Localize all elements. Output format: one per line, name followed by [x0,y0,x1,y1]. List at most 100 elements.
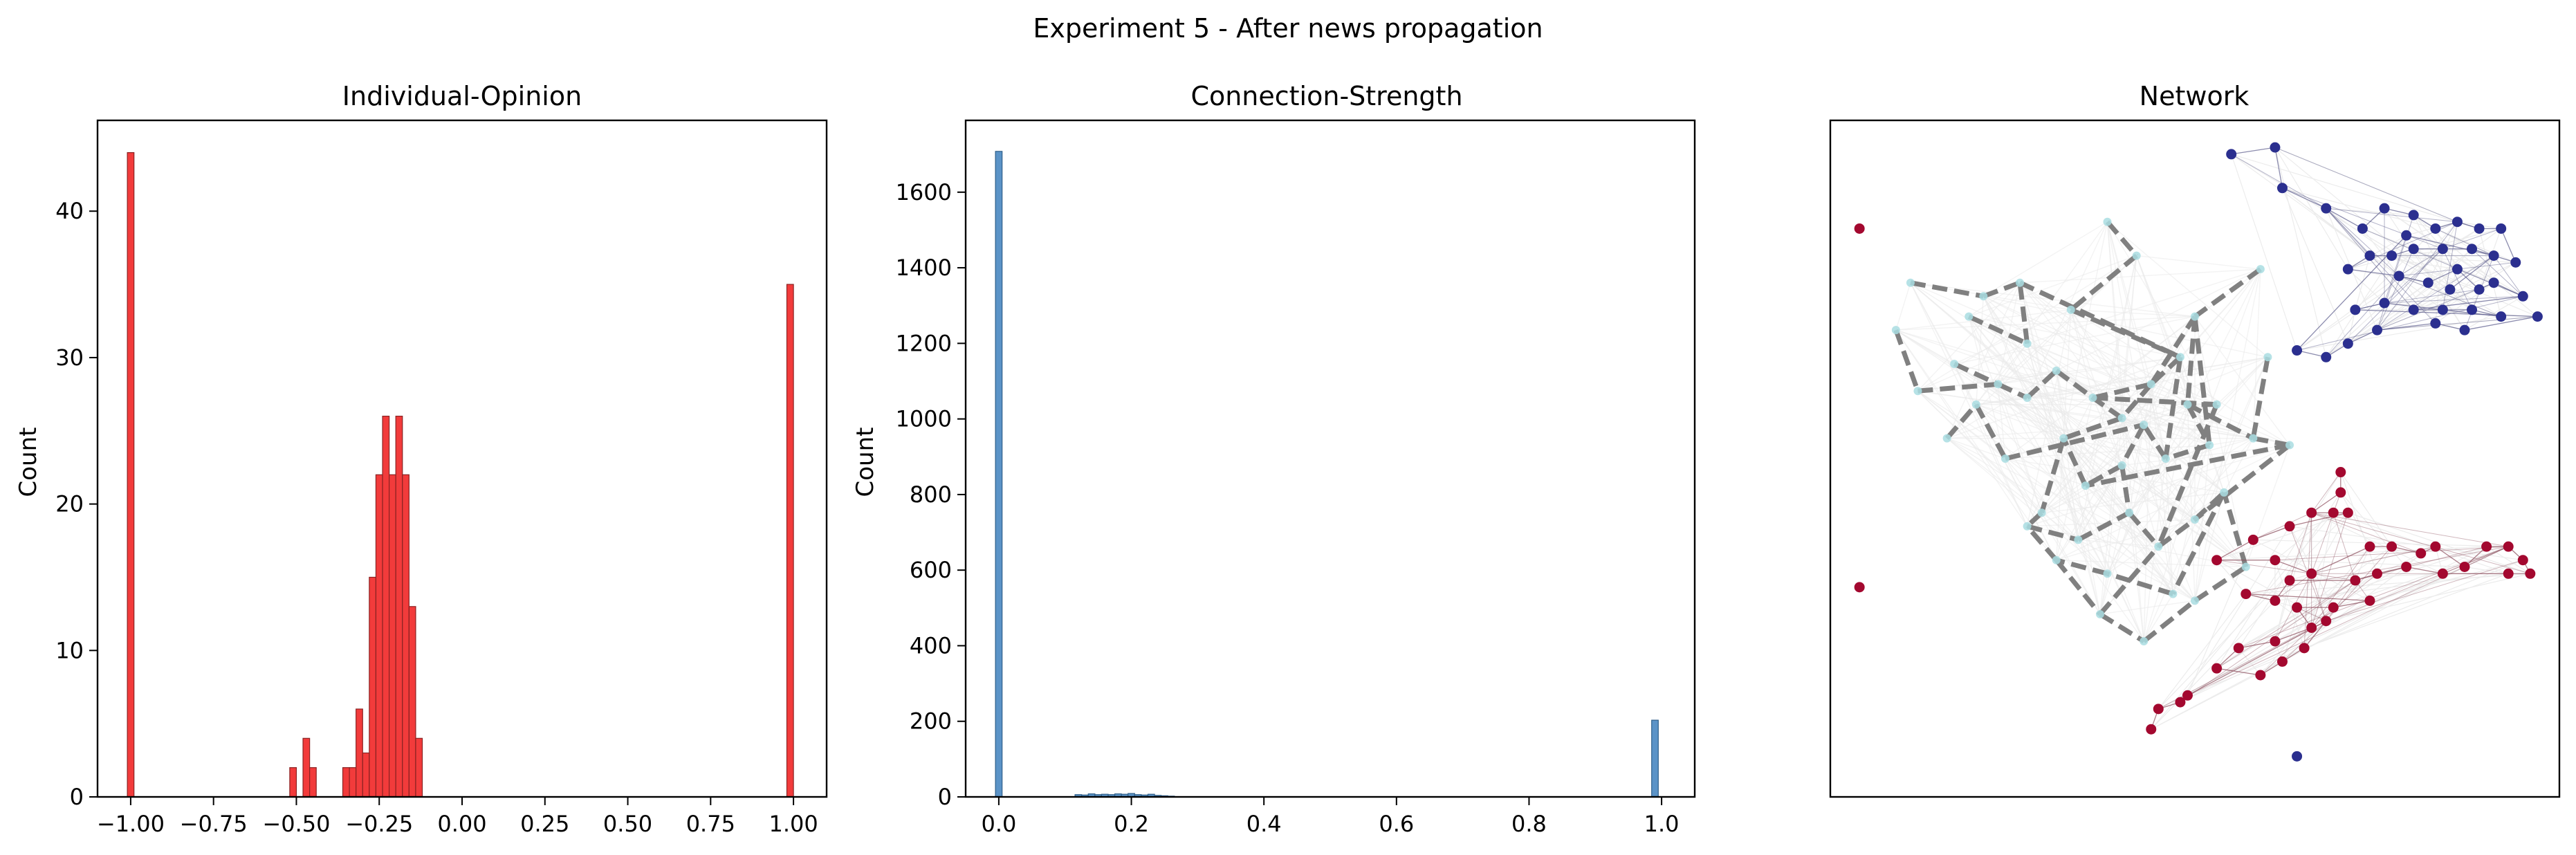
red-cluster-edge [2326,560,2523,622]
opinion-bar [375,474,383,798]
faint-edge [1917,390,2196,601]
faint-edge [2027,343,2210,446]
red-node [2284,575,2295,586]
opinion-ytick-label: 30 [55,344,84,371]
light-node [1906,278,1915,287]
faint-edge [2216,573,2377,669]
blue-cluster-edge [2347,248,2443,344]
faint-edge [1895,282,1911,331]
blue-cluster-edge [2464,315,2538,331]
opinion-histogram-ylabel: Count [15,428,42,497]
blue-cluster-edge [2231,147,2276,155]
faint-edge [2333,512,2509,574]
faint-edge [2005,458,2086,486]
red-cluster-edge [2274,560,2312,574]
light-node [2263,353,2272,362]
red-node [2255,670,2266,681]
faint-edge [2005,458,2101,615]
blue-cluster-edge [2442,248,2472,311]
light-node [1979,292,1988,301]
faint-edge [2274,147,2348,270]
red-node [2306,507,2317,518]
light-node [2212,400,2221,409]
faint-edge [2019,282,2188,405]
faint-edge [2165,458,2174,594]
faint-edge [2128,384,2152,513]
faint-edge [2297,546,2487,608]
faint-edge [2099,600,2196,615]
blue-cluster-edge [2384,289,2480,304]
opinion-bar [362,752,370,798]
opinion-bar [388,474,396,798]
faint-edge [2158,512,2348,710]
strength-ytick-label: 600 [910,557,952,583]
blue-cluster-edge [2384,235,2407,304]
faint-edge [2282,187,2436,230]
strength-ytick-label: 400 [910,632,952,659]
faint-edge [2085,255,2137,486]
red-node [2328,602,2339,613]
faint-edge [2274,600,2312,628]
light-node [1942,434,1951,443]
faint-edge [1982,221,2108,297]
red-node [2306,568,2317,579]
faint-edge [2340,472,2378,574]
faint-edge [1917,390,2108,574]
strength-ytick-label: 1200 [896,330,952,356]
light-node [2037,508,2046,517]
opinion-ytick-label: 40 [55,198,84,224]
faint-edge [2231,154,2501,318]
dashed-edge [1893,329,1920,392]
blue-node [2386,250,2398,261]
dashed-edge [1967,314,2029,346]
faint-edge [1895,329,2122,466]
faint-edge [1947,438,2043,513]
faint-edge [2085,485,2108,574]
dashed-edge [2193,443,2292,522]
red-node [2270,636,2281,647]
blue-node [2445,284,2456,295]
dashed-edge [2119,383,2153,420]
strength-xtick-label: 1.0 [1644,811,1680,837]
network-panel: Network [1829,81,2561,798]
red-node [2306,623,2317,633]
dashed-edge [1982,280,2021,299]
opinion-bar [356,708,363,798]
strength-ticks: 0.0 0.2 0.4 0.6 0.8 1.0 0 200 400 600 800 1000 1200 1… [896,179,1680,837]
faint-edge [2180,526,2290,703]
opinion-bar [402,474,410,798]
dashed-edge [2221,491,2249,568]
red-cluster-edge [2333,600,2371,608]
red-cluster-edge [2326,580,2356,622]
dashed-edge [1974,403,2008,460]
red-cluster-edge [2311,472,2342,513]
strength-ytick-label: 1600 [896,179,952,205]
faint-edge [2128,513,2144,642]
opinion-bar [415,737,423,798]
faint-edge [2143,357,2269,642]
light-node [2146,380,2155,389]
dashed-edge [2092,395,2217,407]
blue-node [2393,270,2404,282]
opinion-xtick-label: 1.00 [769,811,818,837]
red-node [2503,568,2514,579]
dashed-edge [2119,423,2146,467]
faint-edge [1976,296,1985,405]
opinion-bar [342,767,350,798]
opinion-xtick-label: 0.50 [603,811,652,837]
blue-node [2364,250,2375,261]
red-cluster-edge [2311,492,2342,513]
opinion-bar [309,767,317,798]
red-cluster-edge [2274,627,2312,642]
blue-cluster-edge [2282,187,2326,209]
strength-xtick-label: 0.4 [1246,811,1282,837]
opinion-ytick-label: 10 [55,637,84,663]
faint-edge [2274,512,2334,561]
blue-cluster-edge [2282,187,2443,250]
faint-edge [2106,268,2261,574]
red-node [2270,595,2281,606]
faint-edge [2027,526,2246,568]
strength-ytick-label: 800 [910,481,952,508]
blue-node [2292,345,2303,356]
faint-edge [2121,418,2159,547]
